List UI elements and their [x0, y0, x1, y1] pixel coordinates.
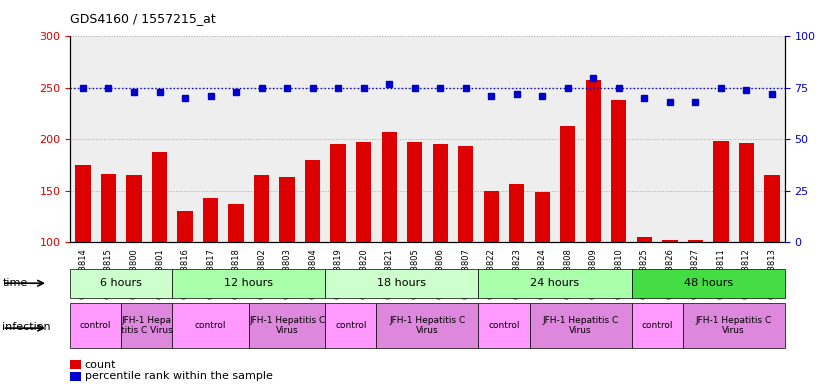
Bar — [178, 211, 192, 242]
Text: JFH-1 Hepa
titis C Virus: JFH-1 Hepa titis C Virus — [121, 316, 173, 335]
Bar — [458, 146, 473, 242]
Bar — [478, 269, 632, 298]
Bar — [483, 190, 499, 242]
Bar — [330, 144, 346, 242]
Bar — [688, 240, 703, 242]
Bar — [254, 175, 269, 242]
Text: JFH-1 Hepatitis C
Virus: JFH-1 Hepatitis C Virus — [389, 316, 466, 335]
Text: 18 hours: 18 hours — [377, 278, 426, 288]
Text: JFH-1 Hepatitis C
Virus: JFH-1 Hepatitis C Virus — [695, 316, 771, 335]
Text: control: control — [195, 321, 226, 330]
Bar — [682, 303, 785, 348]
Text: JFH-1 Hepatitis C
Virus: JFH-1 Hepatitis C Virus — [249, 316, 325, 335]
Text: count: count — [85, 360, 116, 370]
Bar — [101, 174, 116, 242]
Bar — [407, 142, 422, 242]
Bar — [305, 160, 320, 242]
Bar — [203, 198, 218, 242]
Bar — [632, 303, 682, 348]
Text: 12 hours: 12 hours — [225, 278, 273, 288]
Text: 24 hours: 24 hours — [530, 278, 580, 288]
Bar — [382, 132, 396, 242]
Bar — [249, 303, 325, 348]
Bar — [356, 142, 372, 242]
Bar — [121, 303, 173, 348]
Bar — [509, 184, 525, 242]
Text: percentile rank within the sample: percentile rank within the sample — [85, 371, 273, 381]
Text: GDS4160 / 1557215_at: GDS4160 / 1557215_at — [70, 12, 216, 25]
Bar — [152, 152, 167, 242]
Bar — [377, 303, 478, 348]
Bar — [560, 126, 576, 242]
Bar — [433, 144, 448, 242]
Bar — [534, 192, 550, 242]
Bar — [611, 100, 626, 242]
Bar — [126, 175, 142, 242]
Bar — [70, 372, 81, 381]
Bar — [173, 269, 325, 298]
Bar — [738, 143, 754, 242]
Bar — [75, 165, 91, 242]
Bar — [586, 79, 601, 242]
Bar — [173, 303, 249, 348]
Bar — [70, 303, 121, 348]
Text: infection: infection — [2, 322, 51, 332]
Bar — [764, 175, 780, 242]
Bar — [70, 269, 173, 298]
Bar — [325, 269, 478, 298]
Text: control: control — [488, 321, 520, 330]
Bar — [637, 237, 652, 242]
Bar — [70, 360, 81, 369]
Bar — [713, 141, 729, 242]
Bar — [662, 240, 677, 242]
Bar — [529, 303, 632, 348]
Text: 6 hours: 6 hours — [100, 278, 142, 288]
Text: 48 hours: 48 hours — [684, 278, 733, 288]
Text: control: control — [641, 321, 673, 330]
Bar — [229, 204, 244, 242]
Bar — [279, 177, 295, 242]
Bar — [478, 303, 529, 348]
Text: control: control — [80, 321, 112, 330]
Bar — [325, 303, 377, 348]
Text: JFH-1 Hepatitis C
Virus: JFH-1 Hepatitis C Virus — [543, 316, 619, 335]
Bar — [632, 269, 785, 298]
Text: time: time — [2, 278, 28, 288]
Text: control: control — [335, 321, 367, 330]
